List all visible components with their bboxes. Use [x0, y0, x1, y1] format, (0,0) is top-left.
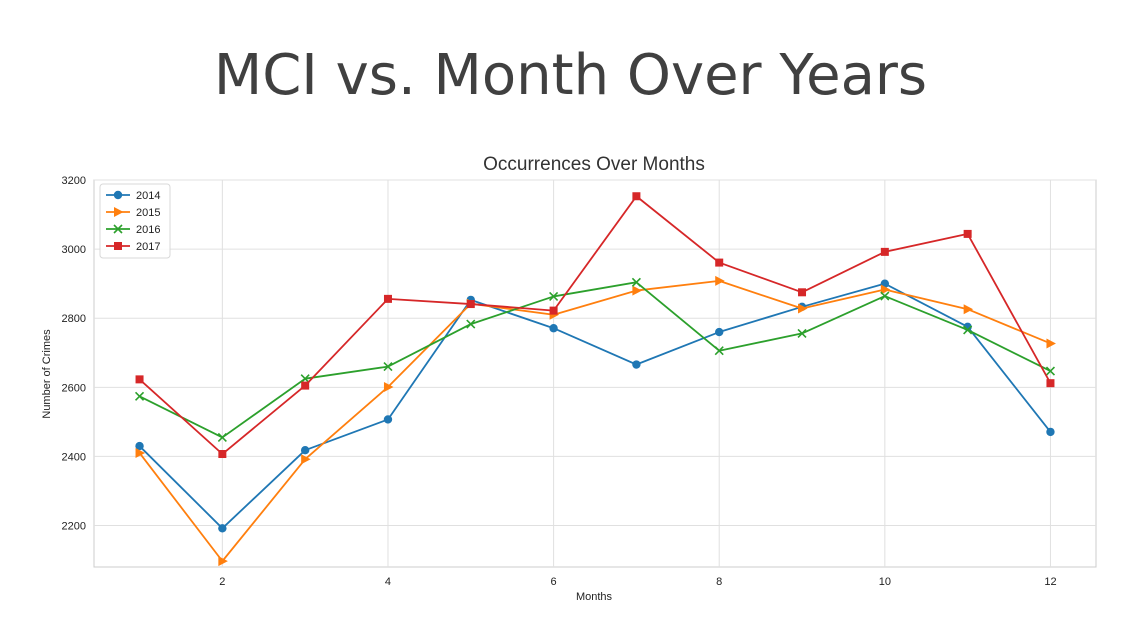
- data-point: [383, 362, 393, 372]
- y-tick-label: 3000: [62, 244, 86, 256]
- y-axis-label: Number of Crimes: [41, 329, 53, 419]
- data-point: [135, 441, 144, 451]
- data-point: [466, 300, 475, 309]
- data-point: [218, 450, 227, 459]
- data-point: [549, 291, 559, 302]
- y-tick-label: 2800: [62, 313, 86, 325]
- data-point: [715, 275, 725, 286]
- plot-area: [93, 179, 1097, 568]
- legend-marker: [114, 207, 124, 217]
- legend-label: 2017: [136, 241, 160, 253]
- data-point: [134, 391, 145, 401]
- data-point: [715, 327, 724, 337]
- data-point: [466, 319, 476, 329]
- data-point: [880, 284, 891, 295]
- series-line: [139, 281, 1051, 439]
- legend-label: 2014: [136, 190, 160, 202]
- data-point: [218, 524, 227, 533]
- y-tick-label: 2600: [62, 382, 86, 394]
- data-point: [632, 360, 641, 369]
- grid-lines: [94, 179, 1096, 567]
- legend-box: [99, 183, 171, 259]
- data-point: [798, 288, 807, 297]
- series-2016: [134, 277, 1056, 442]
- x-tick-label: 6: [551, 576, 557, 588]
- legend-item: 2016: [106, 224, 160, 236]
- legend-marker: [113, 224, 123, 234]
- x-tick-label: 10: [879, 576, 891, 588]
- data-point: [1045, 366, 1056, 376]
- legend-marker: [114, 242, 122, 250]
- series-lines: [134, 192, 1056, 567]
- slide-title: MCI vs. Month Over Years: [213, 43, 928, 108]
- x-tick-label: 2: [219, 576, 225, 588]
- y-tick-label: 2400: [62, 451, 86, 463]
- series-line: [138, 195, 1052, 455]
- series-2017: [135, 192, 1055, 459]
- legend-item: 2015: [106, 207, 160, 219]
- data-point: [1046, 379, 1055, 388]
- data-point: [632, 285, 642, 296]
- data-point: [135, 447, 146, 458]
- data-point: [549, 324, 558, 333]
- chart-title: Occurrences Over Months: [483, 154, 705, 175]
- data-point: [383, 381, 394, 392]
- data-point: [797, 328, 807, 338]
- legend-label: 2015: [136, 207, 160, 219]
- y-tick-label: 3200: [62, 175, 86, 187]
- data-point: [218, 556, 228, 567]
- data-point: [880, 247, 889, 256]
- legend-item: 2017: [106, 241, 160, 253]
- data-point: [798, 303, 808, 314]
- data-point: [217, 432, 227, 442]
- data-point: [300, 446, 310, 455]
- data-point: [1046, 427, 1055, 437]
- data-point: [135, 375, 144, 384]
- legend: 2014 2015 2016 2017: [99, 183, 171, 259]
- data-point: [549, 306, 558, 315]
- data-point: [715, 258, 724, 267]
- x-tick-label: 4: [385, 576, 391, 588]
- y-tick-label: 2200: [62, 521, 86, 533]
- series-2014: [135, 279, 1055, 533]
- data-point: [963, 325, 973, 335]
- x-axis-label: Months: [576, 591, 613, 603]
- data-point: [963, 229, 972, 238]
- series-line: [138, 279, 1051, 563]
- tick-labels: 2200 2400 2600 2800 3000 3200 2 4 6 8 10 12: [62, 175, 1057, 588]
- data-point: [963, 304, 974, 315]
- x-tick-label: 12: [1044, 576, 1056, 588]
- data-point: [300, 374, 310, 384]
- data-point: [301, 381, 310, 390]
- data-point: [301, 454, 311, 465]
- data-point: [1046, 338, 1056, 349]
- data-point: [880, 291, 890, 301]
- series-line: [138, 282, 1052, 530]
- data-point: [632, 192, 641, 201]
- data-point: [383, 294, 392, 303]
- data-point: [631, 277, 641, 287]
- data-point: [383, 415, 393, 424]
- legend-label: 2016: [136, 224, 160, 236]
- legend-marker: [113, 190, 123, 200]
- x-tick-label: 8: [716, 576, 722, 588]
- data-point: [714, 346, 724, 356]
- legend-item: 2014: [106, 190, 160, 202]
